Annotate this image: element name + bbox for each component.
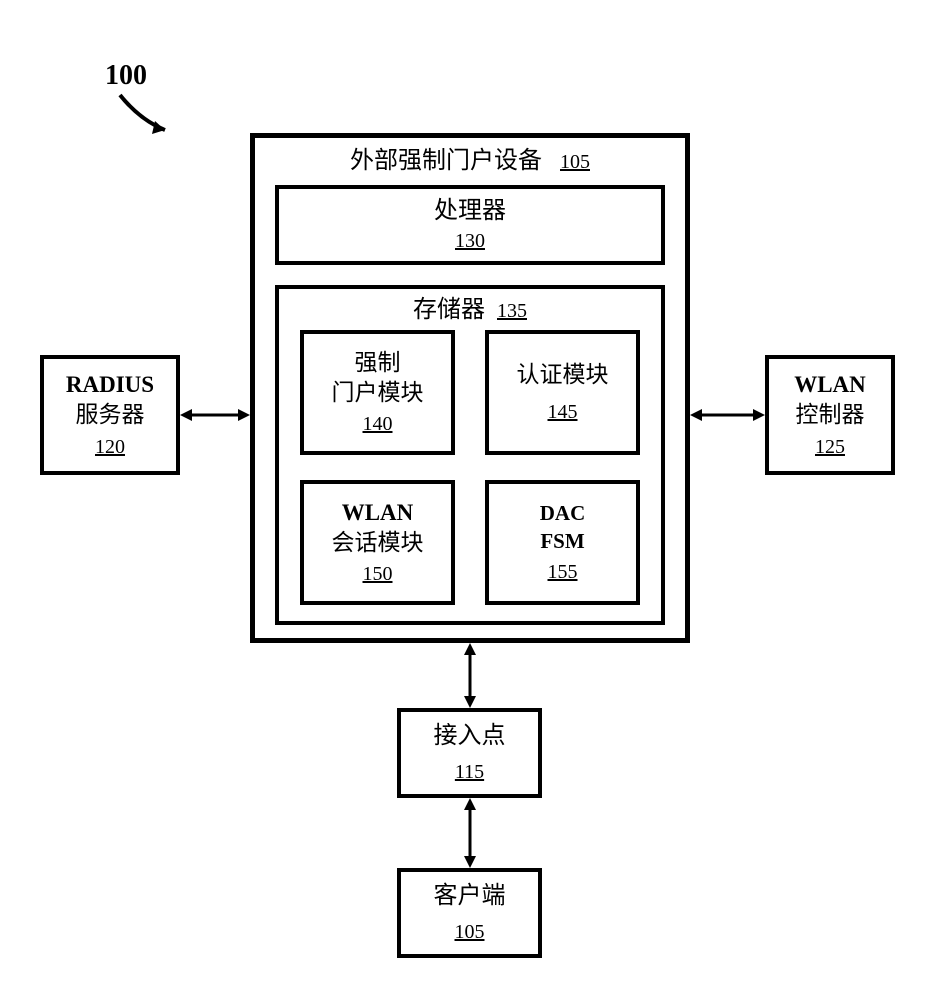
session-module-box: WLAN 会话模块 150 <box>300 480 455 605</box>
radius-main-arrow-icon <box>180 405 250 425</box>
radius-ref: 120 <box>95 434 125 460</box>
client-label: 客户端 <box>434 881 506 912</box>
memory-label: 存储器 <box>413 297 485 323</box>
dac-line1: DAC <box>540 500 586 527</box>
processor-ref: 130 <box>455 228 485 254</box>
main-title-row: 外部强制门户设备 105 <box>350 146 590 177</box>
main-title: 外部强制门户设备 <box>350 148 542 174</box>
session-ref: 150 <box>363 561 393 587</box>
ap-ref: 115 <box>455 759 484 785</box>
figure-arrow-icon <box>100 85 190 150</box>
processor-label: 处理器 <box>434 196 506 227</box>
auth-ref: 145 <box>548 399 578 425</box>
dac-ref: 155 <box>548 559 578 585</box>
captive-module-box: 强制 门户模块 140 <box>300 330 455 455</box>
captive-line2: 门户模块 <box>332 378 424 408</box>
access-point-box: 接入点 115 <box>397 708 542 798</box>
captive-ref: 140 <box>363 411 393 437</box>
wlan-line1: WLAN <box>794 370 866 400</box>
main-ap-arrow-icon <box>460 643 480 708</box>
wlan-ref: 125 <box>815 434 845 460</box>
wlan-controller-box: WLAN 控制器 125 <box>765 355 895 475</box>
processor-box: 处理器 130 <box>275 185 665 265</box>
radius-line1: RADIUS <box>66 370 154 400</box>
ap-label: 接入点 <box>434 721 506 752</box>
memory-ref: 135 <box>497 300 527 322</box>
session-line1: WLAN <box>342 498 414 528</box>
dac-module-box: DAC FSM 155 <box>485 480 640 605</box>
auth-label: 认证模块 <box>517 360 609 390</box>
session-line2: 会话模块 <box>332 528 424 558</box>
radius-line2: 服务器 <box>76 400 145 430</box>
ap-client-arrow-icon <box>460 798 480 868</box>
main-ref: 105 <box>560 151 590 173</box>
memory-title-row: 存储器 135 <box>413 295 527 326</box>
captive-line1: 强制 <box>355 348 401 378</box>
client-ref: 105 <box>455 919 485 945</box>
dac-line2: FSM <box>540 528 584 555</box>
client-box: 客户端 105 <box>397 868 542 958</box>
wlan-line2: 控制器 <box>796 400 865 430</box>
auth-module-box: 认证模块 145 <box>485 330 640 455</box>
main-wlan-arrow-icon <box>690 405 765 425</box>
radius-box: RADIUS 服务器 120 <box>40 355 180 475</box>
